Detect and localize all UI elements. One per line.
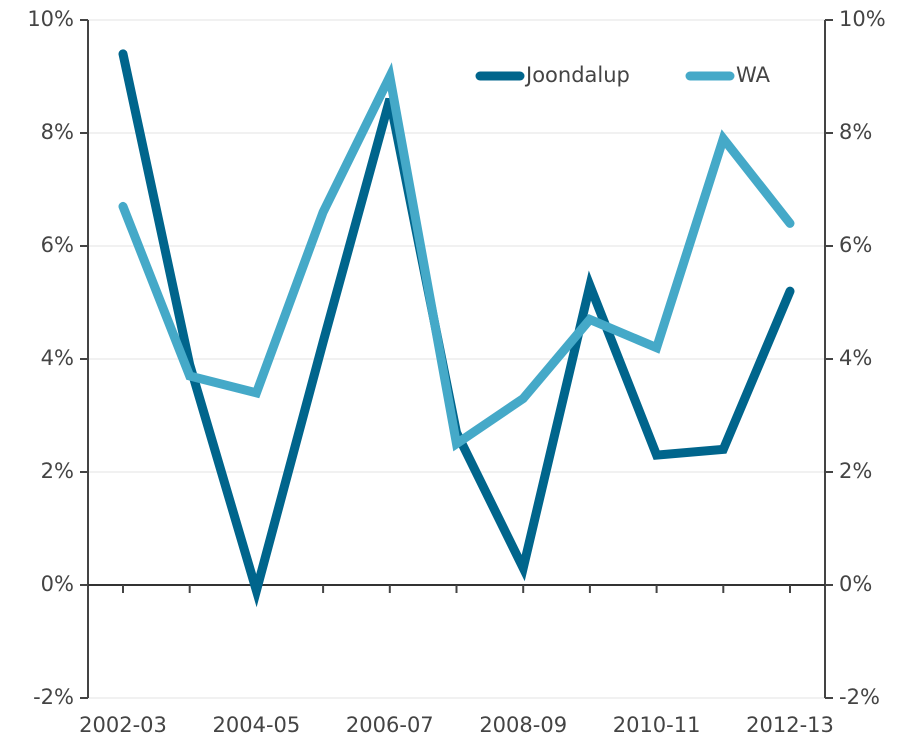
y2-tick-label: -2%	[839, 685, 880, 709]
legend-label: WA	[736, 63, 771, 87]
y2-tick-label: 10%	[839, 7, 886, 31]
y2-tick-label: 6%	[839, 233, 872, 257]
y-tick-label: -2%	[33, 685, 74, 709]
y2-tick-label: 8%	[839, 120, 872, 144]
y-tick-label: 8%	[41, 120, 74, 144]
y-tick-label: 0%	[41, 572, 74, 596]
x-tick-label: 2008-09	[479, 713, 567, 737]
line-series	[118, 49, 795, 608]
y2-tick-label: 0%	[839, 572, 872, 596]
x-tick-label: 2004-05	[213, 713, 301, 737]
y-tick-label: 4%	[41, 346, 74, 370]
legend-label: Joondalup	[524, 63, 630, 87]
x-tick-label: 2006-07	[346, 713, 434, 737]
x-tick-label: 2002-03	[79, 713, 167, 737]
y-tick-label: 2%	[41, 459, 74, 483]
y2-tick-label: 4%	[839, 346, 872, 370]
y-tick-label: 6%	[41, 233, 74, 257]
y-tick-label: 10%	[27, 7, 74, 31]
x-tick-label: 2012-13	[746, 713, 834, 737]
y2-tick-label: 2%	[839, 459, 872, 483]
x-tick-label: 2010-11	[613, 713, 701, 737]
line-series	[118, 62, 795, 452]
